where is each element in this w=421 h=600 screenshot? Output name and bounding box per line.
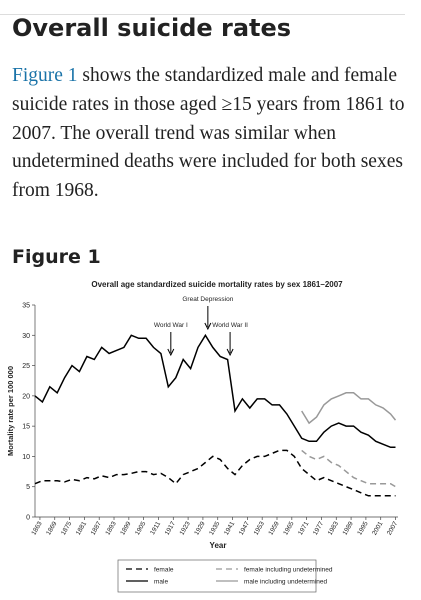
annotation-arrowhead	[226, 348, 234, 357]
x-tick-label: 2007	[386, 520, 399, 536]
x-tick-label: 1899	[119, 520, 132, 536]
x-tick-label: 1947	[238, 520, 251, 536]
x-tick-label: 2001	[371, 520, 384, 536]
x-tick-label: 1863	[30, 520, 43, 536]
chart: Overall age standardized suicide mortali…	[6, 280, 399, 593]
x-tick-label: 1887	[90, 520, 103, 536]
y-tick-label: 20	[22, 393, 30, 400]
annotation: Great Depression	[182, 296, 233, 303]
x-tick-label: 1875	[60, 520, 73, 536]
x-tick-label: 1989	[342, 520, 355, 536]
y-tick-label: 35	[22, 303, 30, 310]
y-tick-label: 10	[22, 454, 30, 461]
x-axis-label: Year	[210, 541, 227, 550]
x-tick-label: 1935	[208, 520, 221, 536]
x-tick-label: 1977	[312, 520, 325, 536]
divider	[0, 14, 405, 15]
x-tick-label: 1923	[179, 520, 192, 536]
paragraph-text: shows the standardized male and female s…	[12, 65, 405, 202]
x-tick-label: 1893	[104, 520, 117, 536]
y-tick-label: 25	[22, 363, 30, 370]
x-tick-label: 1983	[327, 520, 340, 536]
x-tick-label: 1869	[45, 520, 58, 536]
legend-label: female including undetermined	[244, 567, 333, 574]
x-tick-label: 1911	[149, 520, 162, 536]
y-tick-label: 15	[22, 424, 30, 431]
series-line	[301, 449, 396, 488]
x-tick-label: 1941	[223, 520, 236, 536]
x-tick-label: 1959	[267, 520, 280, 536]
paragraph: Figure 1 shows the standardized male and…	[12, 62, 412, 206]
annotation-arrowhead	[167, 348, 175, 357]
section-title: Overall suicide rates	[12, 14, 292, 42]
annotation-arrowhead	[204, 322, 212, 331]
figure-link[interactable]: Figure 1	[12, 65, 78, 86]
x-tick-label: 1905	[134, 520, 147, 536]
x-tick-label: 1953	[253, 520, 266, 536]
chart-title: Overall age standardized suicide mortali…	[91, 280, 343, 289]
x-tick-label: 1971	[297, 520, 310, 536]
annotation: World War I	[154, 322, 188, 329]
y-axis-label: Mortality rate per 100 000	[6, 366, 15, 456]
legend-box	[117, 559, 317, 593]
series-line	[34, 449, 396, 497]
x-tick-label: 1917	[164, 520, 177, 536]
x-tick-label: 1929	[193, 520, 206, 536]
annotation: World War II	[212, 322, 248, 329]
y-tick-label: 0	[26, 515, 30, 522]
x-tick-label: 1995	[356, 520, 369, 536]
y-tick-label: 5	[26, 484, 30, 491]
legend-label: male	[154, 579, 168, 586]
legend-label: male including undetermined	[244, 579, 327, 586]
legend-label: female	[154, 567, 174, 574]
x-tick-label: 1881	[75, 520, 88, 536]
y-tick-label: 30	[22, 333, 30, 340]
series-line	[301, 392, 397, 425]
x-tick-label: 1965	[282, 520, 295, 536]
figure-label: Figure 1	[12, 246, 101, 268]
series-line	[34, 333, 396, 449]
